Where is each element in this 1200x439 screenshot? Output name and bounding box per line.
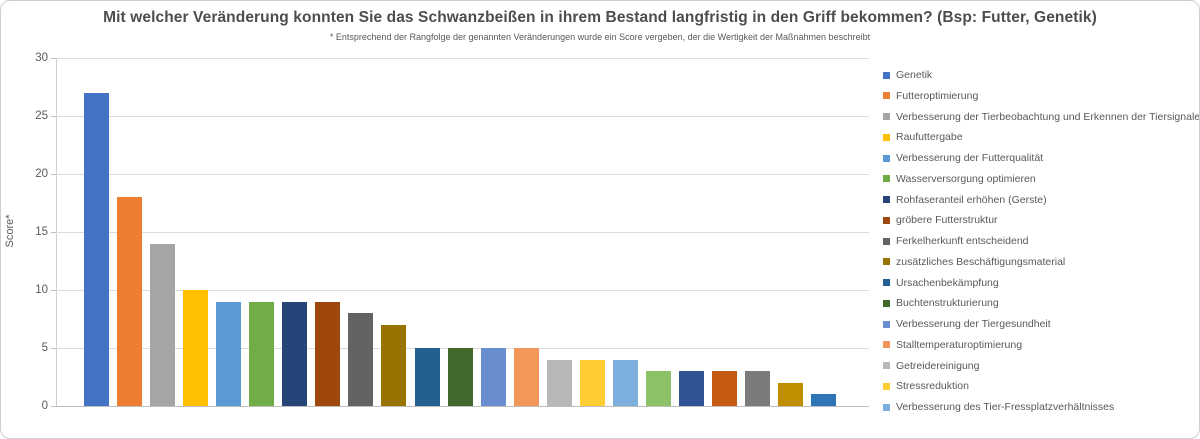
bar xyxy=(249,301,274,406)
legend-item: Stressreduktion xyxy=(883,379,969,394)
chart-subtitle: * Entsprechend der Rangfolge der genannt… xyxy=(329,32,871,42)
y-axis-tick xyxy=(51,116,56,117)
legend-color-swatch xyxy=(883,279,890,286)
legend-color-swatch xyxy=(883,92,890,100)
legend-label: Stressreduktion xyxy=(896,380,969,393)
bar xyxy=(216,301,241,406)
bar xyxy=(514,348,539,406)
bar xyxy=(613,359,638,406)
legend-item: Buchtenstrukturierung xyxy=(883,296,999,311)
legend-item: Verbesserung der Tierbeobachtung und Erk… xyxy=(883,109,1200,124)
y-axis-tick xyxy=(51,290,56,291)
legend-item: Getreidereinigung xyxy=(883,358,979,373)
bar xyxy=(778,382,803,406)
legend-label: Futteroptimierung xyxy=(896,89,979,102)
bar xyxy=(745,371,770,406)
legend-item: Futteroptimierung xyxy=(883,88,978,103)
gridline xyxy=(56,232,869,233)
bar xyxy=(811,394,836,406)
legend-label: zusätzliches Beschäftigungsmaterial xyxy=(896,255,1066,268)
bar xyxy=(183,290,208,406)
legend-color-swatch xyxy=(883,175,890,183)
legend-item: Rohfaseranteil erhöhen (Gerste) xyxy=(883,192,1047,207)
legend-label: Buchtenstrukturierung xyxy=(896,297,999,310)
legend-color-swatch xyxy=(883,341,890,349)
legend-item: Verbesserung des Tier-Fressplatzverhältn… xyxy=(883,400,1114,415)
gridline xyxy=(56,58,869,59)
legend-color-swatch xyxy=(883,299,890,307)
legend-label: Wasserversorgung optimieren xyxy=(896,172,1036,185)
y-axis-tick xyxy=(51,232,56,233)
legend-color-swatch xyxy=(883,71,890,79)
legend-color-swatch xyxy=(883,382,890,390)
legend-item: Genetik xyxy=(883,68,932,83)
bar xyxy=(282,301,307,406)
legend-item: Stalltemperaturoptimierung xyxy=(883,337,1022,352)
legend-color-swatch xyxy=(883,237,890,245)
legend-label: gröbere Futterstruktur xyxy=(896,214,998,227)
bar xyxy=(712,371,737,406)
bar xyxy=(448,348,473,406)
legend-label: Verbesserung des Tier-Fressplatzverhältn… xyxy=(896,401,1115,413)
bar xyxy=(381,324,406,406)
bar xyxy=(580,359,605,406)
bar xyxy=(481,348,506,406)
gridline xyxy=(56,406,869,407)
legend-label: Ursachenbekämpfung xyxy=(896,276,999,289)
bar xyxy=(646,371,671,406)
legend-item: Verbesserung der Futterqualität xyxy=(883,151,1043,166)
legend-label: Stalltemperaturoptimierung xyxy=(896,338,1023,351)
legend-color-swatch xyxy=(883,362,890,369)
legend-color-swatch xyxy=(883,258,890,266)
y-tick-label: 15 xyxy=(35,226,48,238)
legend-label: Rohfaseranteil erhöhen (Gerste) xyxy=(896,193,1047,206)
y-axis-tick xyxy=(51,406,56,407)
legend-color-swatch xyxy=(883,113,890,120)
y-tick-label: 0 xyxy=(41,400,48,412)
legend-item: zusätzliches Beschäftigungsmaterial xyxy=(883,254,1065,269)
y-tick-label: 10 xyxy=(35,284,48,296)
legend-label: Verbesserung der Tierbeobachtung und Erk… xyxy=(896,110,1200,123)
y-tick-label: 30 xyxy=(35,52,48,64)
chart-title: Mit welcher Veränderung konnten Sie das … xyxy=(103,9,1097,26)
legend-label: Getreidereinigung xyxy=(896,359,980,372)
bar xyxy=(547,359,572,406)
bar xyxy=(679,371,704,406)
legend-color-swatch xyxy=(883,403,890,411)
bar xyxy=(348,313,373,406)
y-axis-tick xyxy=(51,348,56,349)
legend-color-swatch xyxy=(883,216,890,224)
legend-label: Ferkelherkunft entscheidend xyxy=(896,235,1029,247)
bar xyxy=(150,243,175,406)
legend-item: Wasserversorgung optimieren xyxy=(883,171,1036,186)
legend-item: Ursachenbekämpfung xyxy=(883,275,999,290)
y-tick-label: 20 xyxy=(35,168,48,180)
legend-label: Genetik xyxy=(896,69,933,81)
gridline xyxy=(56,174,869,175)
legend-item: Ferkelherkunft entscheidend xyxy=(883,234,1029,249)
legend-label: Raufuttergabe xyxy=(896,131,963,144)
legend-label: Verbesserung der Futterqualität xyxy=(896,152,1044,164)
legend-color-swatch xyxy=(883,133,890,141)
y-tick-label: 25 xyxy=(35,110,48,122)
bar xyxy=(117,197,142,406)
legend-color-swatch xyxy=(883,154,890,162)
legend-color-swatch xyxy=(883,320,890,328)
y-axis-tick xyxy=(51,174,56,175)
bar xyxy=(415,348,440,406)
gridline xyxy=(56,290,869,291)
legend-item: Raufuttergabe xyxy=(883,130,963,145)
legend-item: Verbesserung der Tiergesundheit xyxy=(883,317,1051,332)
gridline xyxy=(56,116,869,117)
legend-item: gröbere Futterstruktur xyxy=(883,213,998,228)
y-axis-tick xyxy=(51,58,56,59)
legend-label: Verbesserung der Tiergesundheit xyxy=(896,318,1051,330)
y-tick-label: 5 xyxy=(41,342,48,354)
legend-color-swatch xyxy=(883,196,890,203)
bar xyxy=(315,301,340,406)
bar xyxy=(84,92,109,406)
